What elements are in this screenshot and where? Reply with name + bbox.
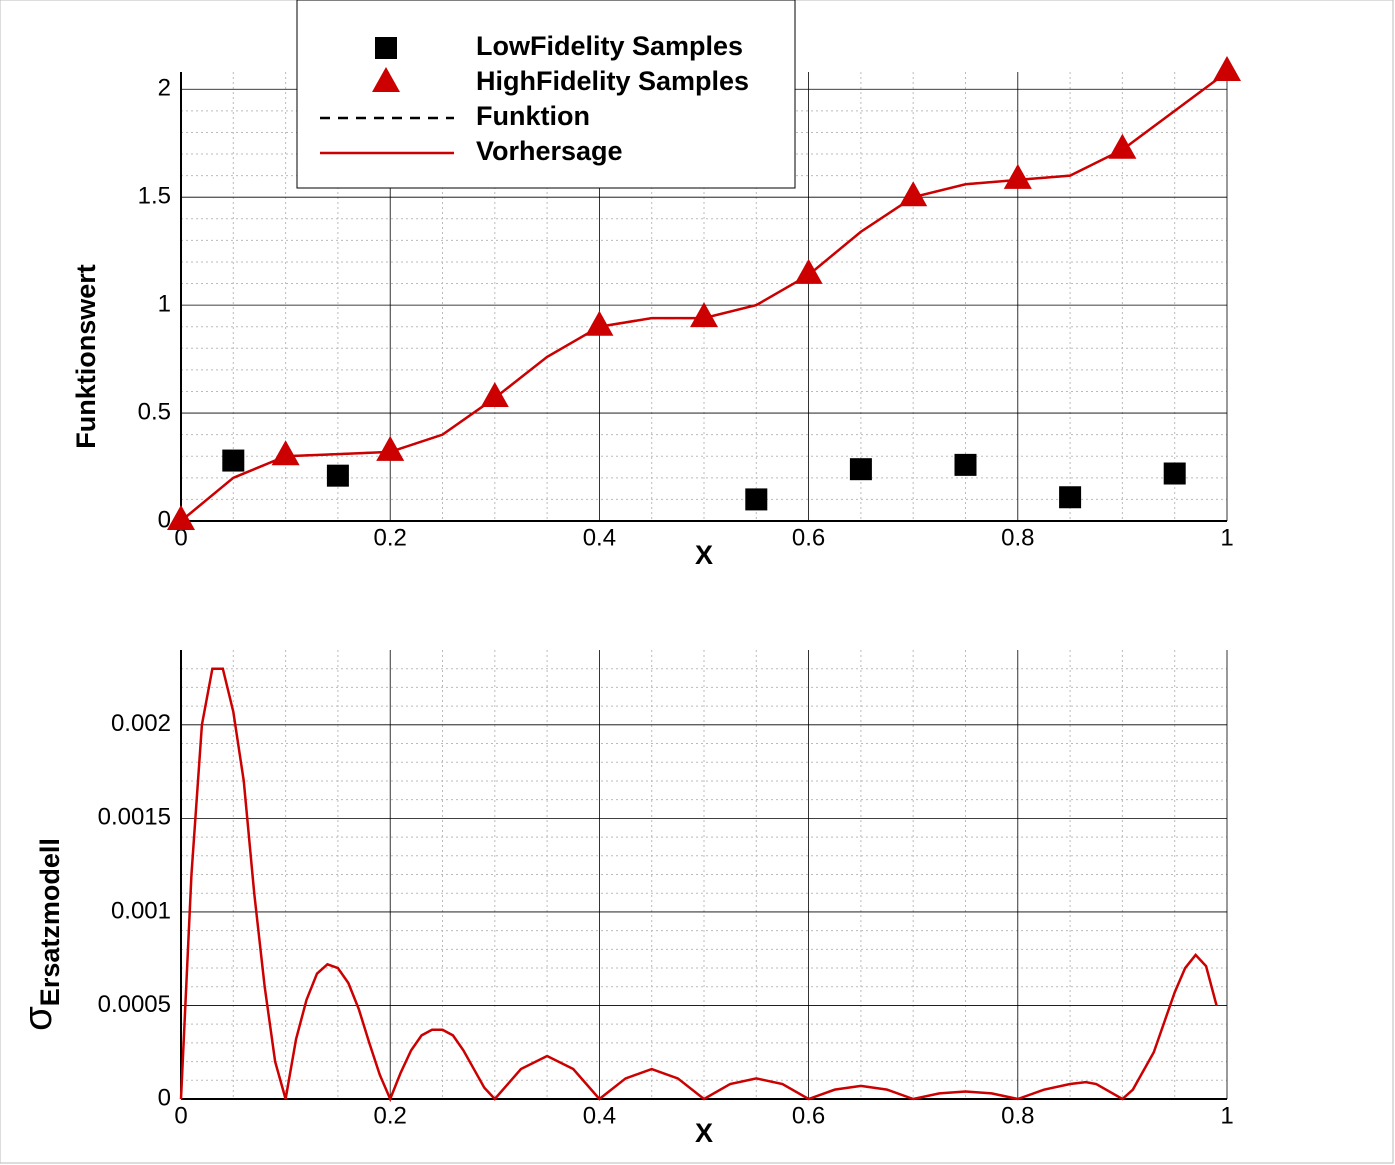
- y-tick-label: 1.5: [138, 183, 171, 210]
- marker: [222, 449, 245, 472]
- legend-box: [296, 0, 796, 189]
- legend-label: LowFidelity Samples: [476, 31, 743, 61]
- marker: [745, 488, 768, 511]
- x-tick-label: 0.6: [792, 1102, 825, 1129]
- x-tick-label: 0.6: [792, 524, 825, 551]
- x-tick-label: 0.4: [583, 524, 616, 551]
- marker: [1213, 56, 1241, 81]
- y-tick-label: 0: [158, 506, 171, 533]
- marker: [794, 258, 823, 284]
- y-tick-label: 0.0015: [98, 804, 171, 831]
- marker: [1059, 486, 1082, 509]
- x-tick-label: 0: [174, 1102, 187, 1129]
- marker: [585, 310, 614, 336]
- marker: [480, 381, 509, 407]
- y-axis-label: σErsatzmodell: [16, 838, 66, 1031]
- x-tick-label: 1: [1220, 1102, 1233, 1129]
- marker: [375, 37, 397, 59]
- marker: [1108, 133, 1137, 159]
- y-tick-label: 1: [158, 290, 171, 317]
- y-tick-label: 0.002: [111, 710, 171, 737]
- marker: [1003, 163, 1032, 189]
- x-tick-label: 0: [174, 524, 187, 551]
- x-tick-label: 0.8: [1001, 1102, 1034, 1129]
- y-tick-label: 0.0005: [98, 991, 171, 1018]
- x-tick-label: 0.8: [1001, 524, 1034, 551]
- y-axis-label-main: σ: [16, 1006, 60, 1031]
- series-line: [179, 667, 1218, 1103]
- y-tick-label: 2: [158, 75, 171, 102]
- x-tick-label: 1: [1220, 524, 1233, 551]
- y-axis-label: Funktionswert: [71, 264, 101, 449]
- marker: [1163, 462, 1186, 485]
- x-tick-label: 0.2: [374, 524, 407, 551]
- marker: [376, 435, 405, 461]
- x-tick-label: 0.2: [374, 1102, 407, 1129]
- marker: [899, 181, 928, 207]
- legend-label: Vorhersage: [476, 136, 623, 166]
- legend-label: HighFidelity Samples: [476, 66, 749, 96]
- y-tick-label: 0: [158, 1084, 171, 1111]
- marker: [271, 440, 300, 466]
- x-tick-label: 0.4: [583, 1102, 616, 1129]
- y-axis-label-sub: Ersatzmodell: [35, 838, 65, 1006]
- y-tick-label: 0.001: [111, 897, 171, 924]
- marker: [167, 505, 195, 530]
- y-tick-label: 0.5: [138, 398, 171, 425]
- legend-label: Funktion: [476, 101, 590, 131]
- marker: [849, 458, 872, 481]
- x-axis-label: X: [695, 540, 713, 570]
- marker: [372, 67, 400, 92]
- y-axis-label-main: Funktionswert: [71, 264, 101, 449]
- marker: [326, 464, 349, 487]
- marker: [954, 453, 977, 476]
- x-axis-label: X: [695, 1118, 713, 1148]
- marker: [690, 302, 718, 328]
